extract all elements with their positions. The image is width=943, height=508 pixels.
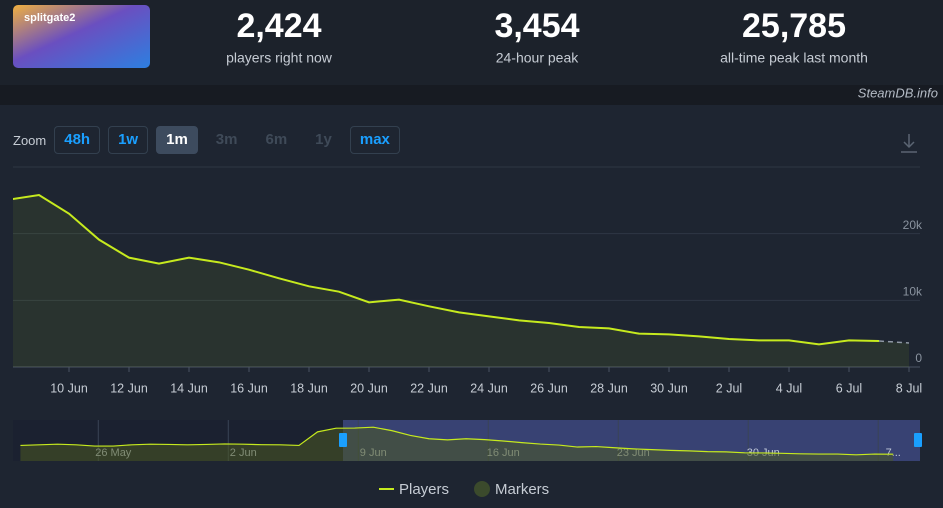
logo-text: splitgate2 — [24, 12, 75, 24]
x-tick-label: 24 Jun — [470, 381, 508, 395]
zoom-button[interactable]: 1w — [108, 126, 149, 154]
x-tick-label: 10 Jun — [50, 381, 88, 395]
zoom-button[interactable]: 1m — [156, 126, 198, 154]
zoom-button: 6m — [265, 131, 288, 148]
x-tick-label: 30 Jun — [650, 381, 688, 395]
series-line — [13, 193, 880, 346]
stat-value: 3,454 — [494, 7, 579, 45]
stat-value: 2,424 — [236, 7, 321, 45]
plot-area — [13, 193, 910, 367]
legend-label[interactable]: Markers — [495, 481, 549, 498]
navigator-handle[interactable] — [339, 433, 347, 447]
y-tick-label: 0 — [915, 351, 922, 365]
source-label: SteamDB.info — [858, 85, 938, 100]
stat-label: players right now — [226, 50, 333, 66]
navigator-area — [20, 427, 894, 461]
y-tick-label: 20k — [903, 218, 923, 232]
navigator-line — [20, 426, 894, 456]
x-tick-label: 4 Jul — [776, 381, 802, 395]
zoom-button: 1y — [315, 131, 332, 148]
stat-label: all-time peak last month — [720, 50, 868, 66]
header-panel — [0, 0, 943, 85]
series-area — [13, 195, 909, 367]
zoom-bar: Zoom 48h 1w 1m 3m 6m 1y max — [13, 126, 400, 154]
legend-swatch — [474, 481, 490, 497]
x-tick-label: 18 Jun — [290, 381, 328, 395]
x-tick-label: 12 Jun — [110, 381, 148, 395]
x-tick-label: 26 Jun — [530, 381, 568, 395]
navigator-plot — [20, 426, 894, 461]
zoom-button[interactable]: 48h — [54, 126, 101, 154]
legend-label[interactable]: Players — [399, 481, 449, 498]
x-tick-label: 14 Jun — [170, 381, 208, 395]
x-tick-label: 6 Jul — [836, 381, 862, 395]
x-tick-label: 20 Jun — [350, 381, 388, 395]
game-logo — [13, 5, 150, 68]
zoom-button[interactable]: max — [349, 126, 400, 154]
navigator-handle[interactable] — [914, 433, 922, 447]
x-tick-label: 8 Jul — [896, 381, 922, 395]
y-tick-label: 10k — [903, 285, 923, 299]
download-icon[interactable] — [901, 134, 917, 153]
x-tick-label: 2 Jul — [716, 381, 742, 395]
x-tick-label: 22 Jun — [410, 381, 448, 395]
x-tick-label: 28 Jun — [590, 381, 628, 395]
x-tick-label: 16 Jun — [230, 381, 268, 395]
zoom-label: Zoom — [13, 132, 47, 148]
zoom-button: 3m — [215, 131, 238, 148]
stat-label: 24-hour peak — [496, 50, 580, 66]
stat-value: 25,785 — [742, 7, 846, 45]
